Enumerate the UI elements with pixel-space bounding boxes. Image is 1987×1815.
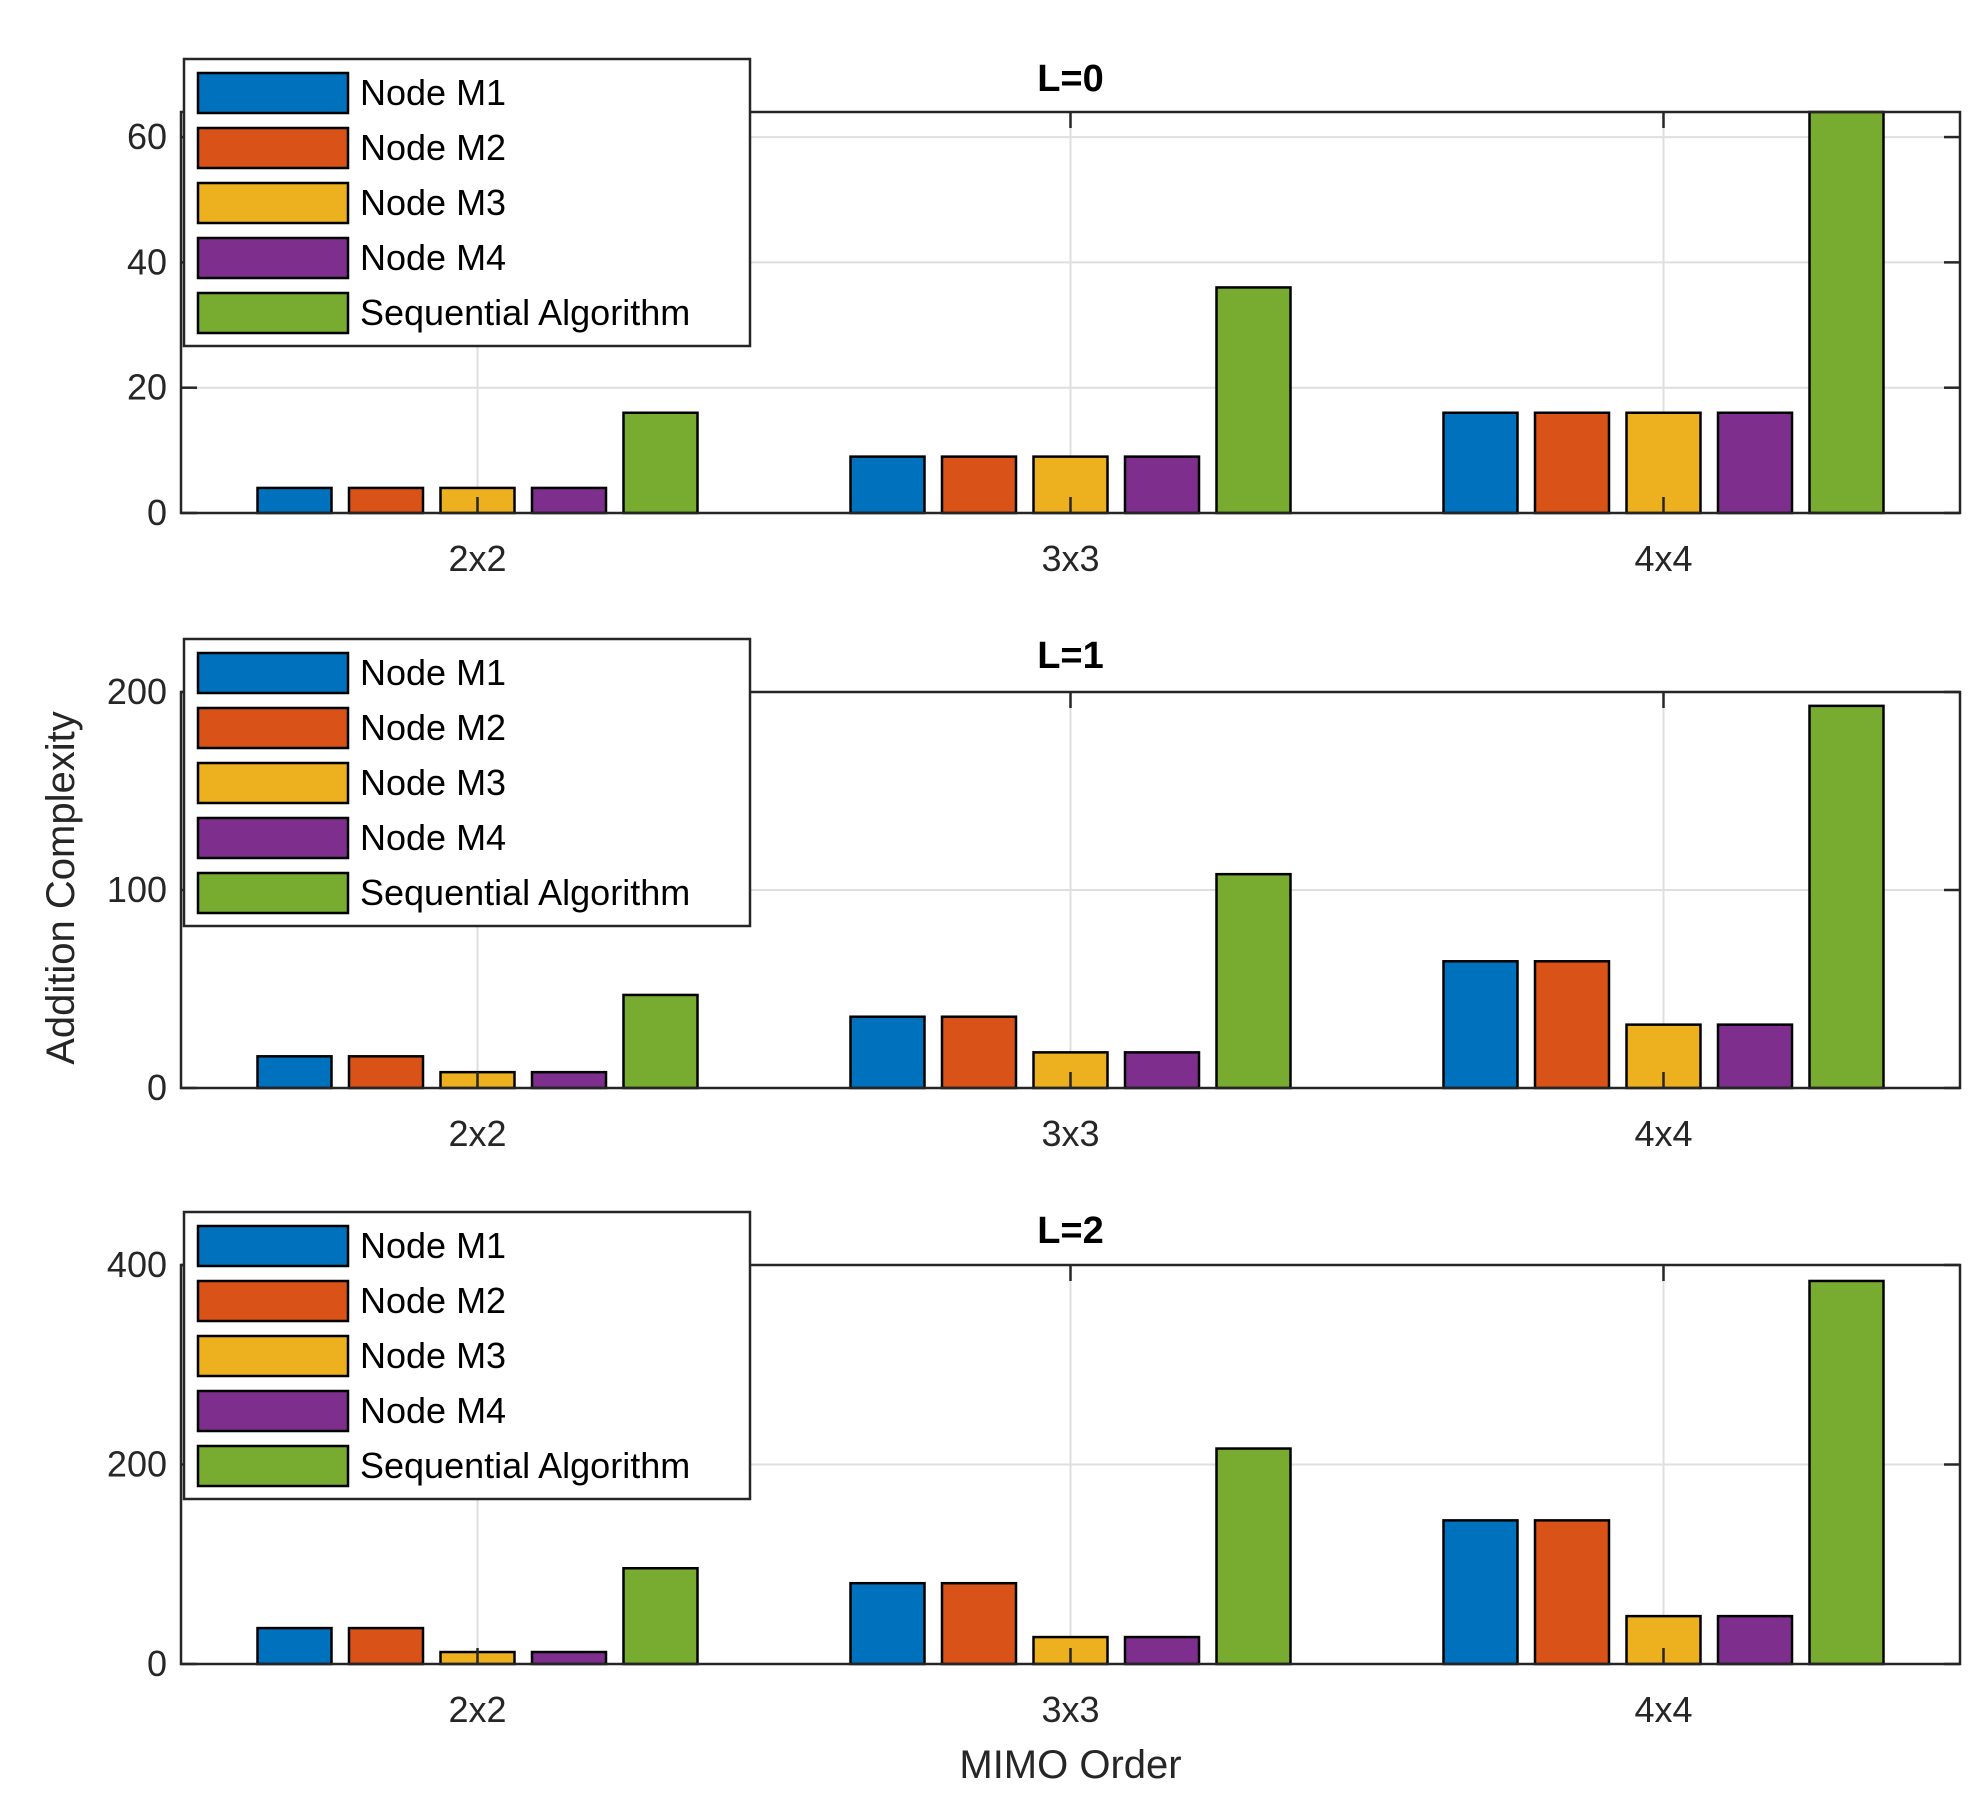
legend-label: Sequential Algorithm: [360, 872, 690, 913]
legend-label: Node M1: [360, 652, 506, 693]
legend-swatch: [196, 761, 350, 805]
bar: [1123, 455, 1201, 515]
y-tick-label: 100: [107, 869, 167, 910]
y-axis-label: Addition Complexity: [39, 711, 83, 1065]
bar: [622, 993, 699, 1090]
y-tick-label: 0: [147, 1067, 167, 1108]
legend-label: Node M3: [360, 182, 506, 223]
x-tick-label: 4x4: [1634, 538, 1692, 579]
legend: Node M1 Node M2 Node M3 Node M4 Sequential A…: [182, 57, 752, 348]
bar: [849, 1581, 926, 1666]
x-axis-label: MIMO Order: [959, 1743, 1181, 1787]
legend-swatch: [196, 651, 350, 695]
legend-swatch: [196, 1224, 350, 1268]
legend-swatch: [196, 126, 350, 170]
bar: [347, 486, 425, 515]
legend-swatch: [196, 1334, 350, 1378]
bar: [1808, 110, 1885, 515]
bar: [530, 1070, 608, 1090]
bar: [1716, 411, 1794, 515]
y-tick-label: 200: [107, 1444, 167, 1485]
y-tick-label: 0: [147, 492, 167, 533]
legend-label: Node M3: [360, 762, 506, 803]
bar: [1442, 960, 1519, 1090]
x-tick-label: 2x2: [448, 1113, 506, 1154]
chart-title: L=1: [1037, 635, 1104, 677]
chart-title: L=0: [1037, 58, 1104, 100]
bar: [347, 1626, 425, 1666]
bar: [1808, 1279, 1885, 1666]
legend-swatch: [196, 1444, 350, 1488]
bar: [256, 1055, 333, 1090]
legend-swatch: [196, 1389, 350, 1433]
x-tick-label: 2x2: [448, 1689, 506, 1730]
bar: [1215, 872, 1292, 1090]
legend-swatch: [196, 706, 350, 750]
chart-panel-2: 0 100 200 2x2 3x3 4x4 L=1 Node M1 Node M2 Node M3…: [107, 635, 1962, 1154]
legend-label: Node M2: [360, 1280, 506, 1321]
bar: [1716, 1023, 1794, 1090]
bar: [1716, 1614, 1794, 1666]
legend-label: Sequential Algorithm: [360, 292, 690, 333]
y-tick-label: 60: [127, 116, 167, 157]
bar: [1442, 411, 1519, 515]
bar: [1533, 1519, 1611, 1666]
bar: [622, 411, 699, 515]
legend-label: Sequential Algorithm: [360, 1445, 690, 1486]
bar: [1533, 411, 1611, 515]
bar: [622, 1566, 699, 1666]
bar: [1442, 1519, 1519, 1666]
chart-panel-3: 0 200 400 2x2 3x3 4x4 L=2 Node M1 Node M2 Node M3…: [107, 1210, 1962, 1730]
bar: [1123, 1635, 1201, 1666]
x-tick-label: 4x4: [1634, 1113, 1692, 1154]
legend-swatch: [196, 71, 350, 115]
legend-label: Node M1: [360, 1225, 506, 1266]
legend: Node M1 Node M2 Node M3 Node M4 Sequential A…: [182, 1210, 752, 1501]
chart-panel-1: 0 20 40 60 2x2 3x3 4x4 L=0 Node M1 Node M2 Node M3…: [127, 57, 1962, 579]
y-tick-label: 400: [107, 1244, 167, 1285]
legend-swatch: [196, 181, 350, 225]
legend-label: Node M3: [360, 1335, 506, 1376]
bar: [1533, 960, 1611, 1090]
legend-label: Node M1: [360, 72, 506, 113]
legend-swatch: [196, 871, 350, 915]
legend-swatch: [196, 291, 350, 335]
bar: [256, 1626, 333, 1666]
legend-swatch: [196, 816, 350, 860]
y-tick-label: 200: [107, 671, 167, 712]
bar: [347, 1055, 425, 1090]
bar: [940, 1015, 1018, 1090]
legend-label: Node M4: [360, 817, 506, 858]
y-tick-label: 0: [147, 1643, 167, 1684]
legend-swatch: [196, 1279, 350, 1323]
x-tick-label: 3x3: [1041, 1689, 1099, 1730]
bar: [1808, 704, 1885, 1090]
bar: [530, 1650, 608, 1666]
legend-label: Node M2: [360, 127, 506, 168]
x-tick-label: 3x3: [1041, 538, 1099, 579]
bar: [940, 1581, 1018, 1666]
y-tick-label: 20: [127, 367, 167, 408]
legend-label: Node M2: [360, 707, 506, 748]
x-tick-label: 2x2: [448, 538, 506, 579]
bar: [1625, 411, 1702, 515]
bar: [1123, 1051, 1201, 1090]
x-tick-label: 3x3: [1041, 1113, 1099, 1154]
legend-swatch: [196, 236, 350, 280]
bar: [849, 455, 926, 515]
bar: [256, 486, 333, 515]
legend-label: Node M4: [360, 237, 506, 278]
legend-label: Node M4: [360, 1390, 506, 1431]
y-tick-label: 40: [127, 241, 167, 282]
bar: [1215, 1447, 1292, 1666]
bar: [849, 1015, 926, 1090]
legend: Node M1 Node M2 Node M3 Node M4 Sequential A…: [182, 637, 752, 928]
chart-title: L=2: [1037, 1210, 1104, 1252]
bar: [530, 486, 608, 515]
bar: [940, 455, 1018, 515]
bar: [1215, 286, 1292, 515]
x-tick-label: 4x4: [1634, 1689, 1692, 1730]
